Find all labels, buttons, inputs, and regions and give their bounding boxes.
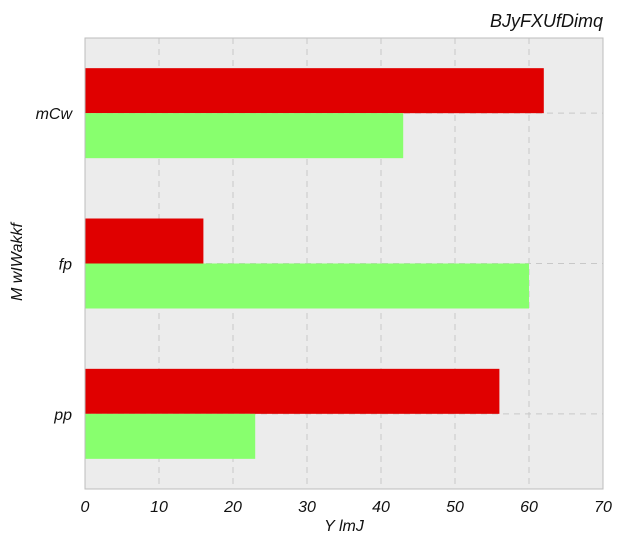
x-tick-label: 10 [150, 499, 168, 516]
y-tick-label: mCw [36, 106, 74, 123]
x-tick-label: 20 [223, 499, 242, 516]
bar-fp-series-1 [85, 218, 204, 264]
y-tick-label: fp [59, 257, 72, 274]
y-tick-labels: mCw fp pp [36, 106, 74, 424]
bar-pp-series-1 [85, 368, 500, 414]
plot-frame [84, 37, 604, 490]
bar-mCw-series-2 [85, 113, 404, 159]
x-tick-label: 40 [372, 499, 390, 516]
x-tick-labels: 0 10 20 30 40 50 60 70 [81, 499, 612, 516]
x-tick-label: 50 [446, 499, 464, 516]
x-axis-title: Y lmJ [324, 518, 365, 535]
bar-fp-series-2 [85, 263, 529, 309]
x-tick-label: 30 [298, 499, 316, 516]
y-axis-title: M wIWakkf [9, 221, 26, 300]
bar-pp-series-2 [85, 413, 256, 459]
bars [85, 68, 544, 459]
y-tick-label: pp [53, 407, 72, 424]
bar-mCw-series-1 [85, 68, 544, 114]
x-tick-label: 70 [594, 499, 612, 516]
x-tick-label: 0 [81, 499, 90, 516]
chart-title: BJyFXUfDimq [490, 11, 603, 31]
x-tick-label: 60 [520, 499, 538, 516]
